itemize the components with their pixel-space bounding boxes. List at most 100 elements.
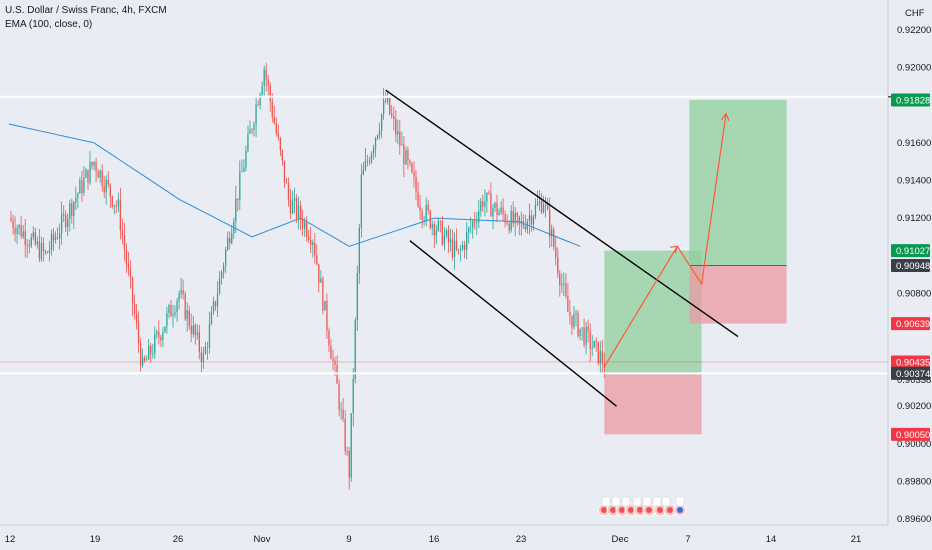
candle (381, 113, 383, 139)
candle (50, 229, 53, 256)
candle (314, 233, 316, 264)
candle (431, 220, 433, 236)
candle (140, 338, 142, 372)
candle (59, 223, 61, 250)
event-count-badge (601, 496, 611, 507)
candle (174, 305, 176, 318)
time-tick-label: 19 (90, 534, 101, 545)
candle (142, 348, 144, 368)
loss-zone-1[interactable] (604, 373, 702, 435)
candle (593, 340, 595, 348)
candle (227, 231, 229, 251)
price-axis[interactable]: CHF 0.92200 0.92000 0.91600 0.91400 0.91200 0… (887, 0, 931, 525)
candle (239, 160, 241, 210)
candle (38, 229, 40, 263)
svg-text:0.91027: 0.91027 (896, 246, 930, 257)
candle (427, 200, 429, 215)
profit-zone-2[interactable] (689, 99, 787, 266)
candle (212, 296, 215, 315)
candle (538, 190, 541, 211)
candle (536, 190, 539, 207)
candle (468, 226, 470, 244)
candle (346, 446, 348, 457)
economic-event-icon[interactable] (606, 503, 620, 517)
candle (79, 176, 81, 194)
price-label-green[interactable]: 0.91027 (891, 244, 930, 258)
candle (170, 300, 172, 317)
economic-event-icon[interactable] (653, 503, 667, 517)
candle (119, 187, 121, 240)
candle (135, 303, 138, 330)
candle (129, 260, 132, 289)
candle (601, 339, 603, 374)
projected-path-arrow[interactable] (603, 115, 726, 368)
candle (405, 146, 407, 165)
candle (123, 222, 126, 262)
candle (34, 227, 36, 247)
candle (342, 398, 344, 423)
chart-legend: U.S. Dollar / Swiss Franc, 4h, FXCM EMA … (5, 4, 167, 32)
candle (221, 269, 223, 285)
price-label-green[interactable]: 0.91828 (891, 93, 930, 107)
time-tick-label: 7 (685, 534, 690, 545)
candle (581, 327, 583, 341)
event-count-badge (652, 496, 662, 507)
candle (490, 182, 492, 217)
candle (198, 324, 200, 360)
channel-line-2[interactable] (409, 240, 617, 407)
time-tick-label: 14 (766, 534, 777, 545)
candle (318, 264, 320, 293)
svg-text:0.90435: 0.90435 (896, 357, 930, 368)
candle (389, 97, 391, 116)
candle (42, 237, 45, 262)
price-label-dark[interactable]: 0.90374 (891, 366, 930, 380)
candle (81, 170, 83, 203)
price-label-red[interactable]: 0.90435 (891, 355, 930, 369)
event-count-badge (675, 496, 685, 507)
candle (549, 197, 551, 248)
price-label-red[interactable]: 0.90639 (891, 317, 930, 331)
loss-zone-2[interactable] (689, 265, 787, 324)
candle (16, 224, 18, 245)
economic-event-icon[interactable] (673, 503, 687, 517)
candle (73, 201, 75, 229)
candle (330, 339, 332, 360)
candle (204, 341, 207, 355)
ema-line[interactable] (8, 123, 581, 247)
candle (470, 216, 472, 234)
candle (56, 227, 59, 240)
symbol-title[interactable]: U.S. Dollar / Swiss Franc, 4h, FXCM (5, 5, 167, 16)
candle (30, 233, 32, 249)
candle (208, 311, 211, 354)
candle (441, 216, 443, 246)
candle (516, 211, 518, 226)
candle (273, 105, 275, 125)
channel-line-1[interactable] (385, 89, 739, 338)
position-zones (604, 99, 787, 435)
candle (131, 276, 134, 317)
candle (348, 447, 350, 490)
candle (340, 402, 342, 420)
candle (453, 232, 456, 270)
candle (466, 222, 468, 260)
candle (308, 229, 310, 243)
price-label-red[interactable]: 0.90050 (891, 427, 930, 441)
candle (356, 265, 358, 332)
candle (534, 198, 537, 220)
candle (433, 221, 435, 248)
profit-zone-1[interactable] (604, 250, 702, 374)
candle (231, 225, 233, 245)
economic-event-icon[interactable] (624, 503, 638, 517)
drawings-group[interactable] (0, 89, 888, 407)
time-axis[interactable]: 12 19 26 Nov 9 16 23 Dec 7 14 21 (0, 524, 888, 545)
candle (358, 223, 360, 284)
indicator-title[interactable]: EMA (100, close, 0) (5, 19, 93, 30)
candle (480, 197, 482, 217)
candle (518, 215, 520, 236)
candle (67, 213, 69, 237)
price-label-dark[interactable]: 0.90948 (891, 259, 930, 272)
candle (133, 294, 136, 320)
economic-events[interactable] (597, 496, 687, 517)
